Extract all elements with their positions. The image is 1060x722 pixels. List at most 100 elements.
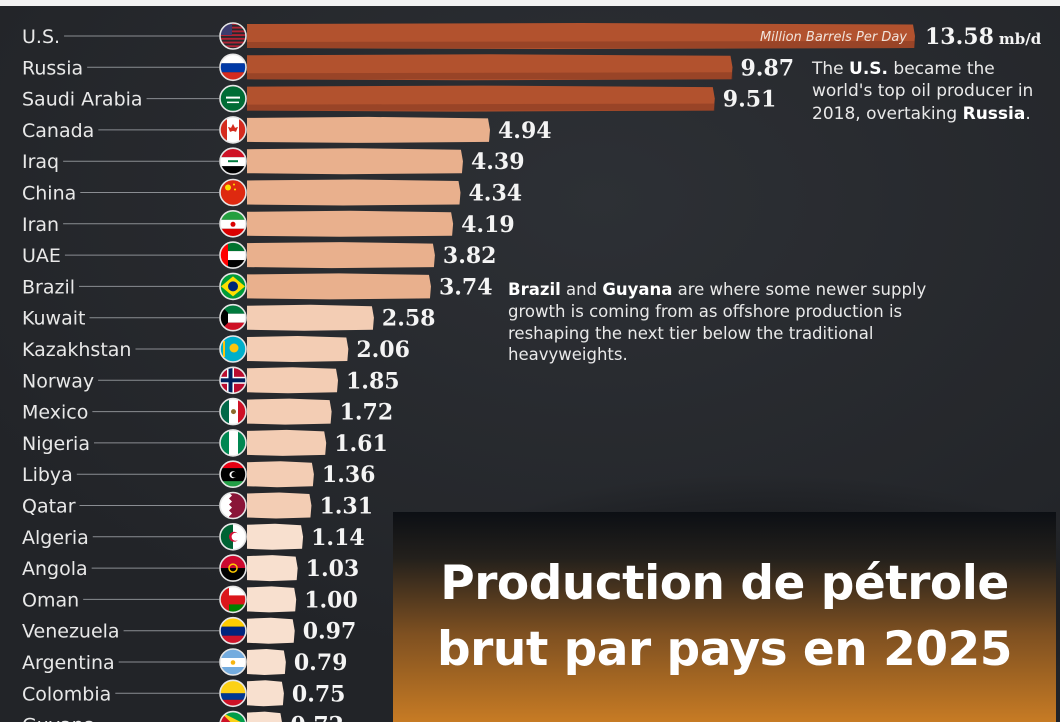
value-label-argentina: 0.79 — [294, 650, 348, 676]
country-label-norway: Norway — [22, 370, 94, 392]
value-label-angola: 1.03 — [306, 556, 360, 582]
unit-label: mb/d — [999, 30, 1042, 48]
country-label-colombia: Colombia — [22, 683, 111, 705]
title-line-1: Production de pétrole — [440, 556, 1009, 611]
russia-flag-icon — [219, 53, 247, 82]
value-label-algeria: 1.14 — [311, 525, 365, 551]
title-line-2: brut par pays en 2025 — [437, 622, 1012, 677]
value-label-kazakhstan: 2.06 — [356, 337, 410, 363]
country-label-u-s: U.S. — [22, 26, 60, 48]
kazakhstan-flag-icon — [219, 335, 247, 363]
canada-flag-icon — [219, 116, 247, 144]
title-banner: Production de pétrole brut par pays en 2… — [393, 512, 1056, 722]
country-label-kuwait: Kuwait — [22, 308, 85, 330]
bar-algeria — [247, 523, 304, 550]
country-label-angola: Angola — [22, 558, 88, 580]
brazil-flag-icon — [219, 272, 247, 301]
country-label-guyana: Guyana — [22, 715, 95, 722]
iran-flag-icon — [219, 210, 247, 238]
country-label-russia: Russia — [22, 57, 83, 79]
country-label-venezuela: Venezuela — [22, 621, 120, 643]
value-label-nigeria: 1.61 — [334, 431, 388, 457]
angola-flag-icon — [219, 554, 247, 582]
country-label-nigeria: Nigeria — [22, 433, 90, 455]
bar-saudi-arabia — [247, 85, 715, 112]
oman-flag-icon — [219, 585, 247, 614]
country-label-qatar: Qatar — [22, 496, 76, 518]
top-border — [0, 0, 1060, 6]
bar-brazil — [247, 273, 431, 300]
algeria-flag-icon — [219, 522, 247, 551]
bar-oman — [247, 586, 297, 613]
norway-flag-icon — [219, 366, 247, 395]
value-label-iran: 4.19 — [461, 212, 515, 238]
country-label-uae: UAE — [22, 245, 61, 267]
value-label-canada: 4.94 — [498, 118, 552, 144]
value-label-venezuela: 0.97 — [303, 619, 357, 645]
kuwait-flag-icon — [219, 303, 247, 332]
bar-venezuela — [247, 617, 295, 644]
value-label-norway: 1.85 — [346, 368, 400, 394]
bar-guyana — [247, 711, 282, 722]
bar-canada — [247, 116, 490, 143]
country-label-iran: Iran — [22, 214, 59, 236]
bar-qatar — [247, 492, 312, 519]
country-label-iraq: Iraq — [22, 151, 59, 173]
value-label-brazil: 3.74 — [439, 274, 493, 300]
value-label-saudi-arabia: 9.51 — [723, 87, 777, 113]
annotation-bold-us: U.S. — [849, 59, 888, 79]
value-label-china: 4.34 — [468, 181, 522, 207]
annotation-us-top-producer: The U.S. became the world's top oil prod… — [812, 59, 1034, 124]
iraq-flag-icon — [219, 147, 247, 175]
guyana-flag-icon — [219, 710, 247, 722]
value-label-mexico: 1.72 — [340, 400, 394, 426]
bar-russia — [247, 54, 733, 81]
nigeria-flag-icon — [219, 429, 247, 457]
uae-flag-icon — [219, 241, 247, 269]
value-label-libya: 1.36 — [322, 462, 376, 488]
country-label-canada: Canada — [22, 120, 94, 142]
venezuela-flag-icon — [219, 616, 247, 645]
country-label-libya: Libya — [22, 464, 73, 486]
qatar-flag-icon — [219, 491, 247, 520]
value-label-colombia: 0.75 — [292, 681, 346, 707]
country-label-kazakhstan: Kazakhstan — [22, 339, 131, 361]
china-flag-icon — [219, 178, 247, 207]
value-label-uae: 3.82 — [443, 243, 497, 269]
country-label-algeria: Algeria — [22, 527, 89, 549]
bar-iran — [247, 210, 454, 237]
libya-flag-icon — [219, 460, 247, 489]
bar-colombia — [247, 680, 284, 707]
annotation-bold-guyana: Guyana — [602, 280, 673, 299]
value-label-kuwait: 2.58 — [382, 306, 436, 332]
bar-nigeria — [247, 429, 327, 456]
value-label-iraq: 4.39 — [471, 149, 525, 175]
value-label-oman: 1.00 — [304, 587, 358, 613]
annotation-bold-russia: Russia — [962, 103, 1026, 124]
country-label-argentina: Argentina — [22, 652, 115, 674]
bar-norway — [247, 367, 339, 394]
value-label-russia: 9.87 — [741, 55, 795, 81]
bar-kazakhstan — [247, 336, 349, 362]
country-label-saudi-arabia: Saudi Arabia — [22, 89, 143, 111]
country-label-china: China — [22, 183, 76, 205]
bar-libya — [247, 461, 314, 488]
bar-mexico — [247, 398, 332, 425]
bar-china — [247, 179, 461, 206]
saudi-arabia-flag-icon — [219, 84, 247, 113]
value-label-qatar: 1.31 — [319, 494, 373, 520]
value-label-u-s: 13.58 — [925, 24, 994, 50]
bar-kuwait — [247, 304, 374, 331]
country-label-mexico: Mexico — [22, 402, 88, 424]
country-label-oman: Oman — [22, 589, 79, 611]
colombia-flag-icon — [219, 679, 247, 708]
argentina-flag-icon — [219, 648, 247, 676]
bar-uae — [247, 242, 435, 269]
bar-u-s — [247, 23, 915, 49]
annotation-brazil-guyana: Brazil and Guyana are where some newer s… — [508, 280, 927, 365]
bar-angola — [247, 555, 298, 582]
us-flag-icon — [219, 22, 247, 50]
legend-label: Million Barrels Per Day — [760, 30, 907, 45]
country-label-brazil: Brazil — [22, 276, 75, 298]
